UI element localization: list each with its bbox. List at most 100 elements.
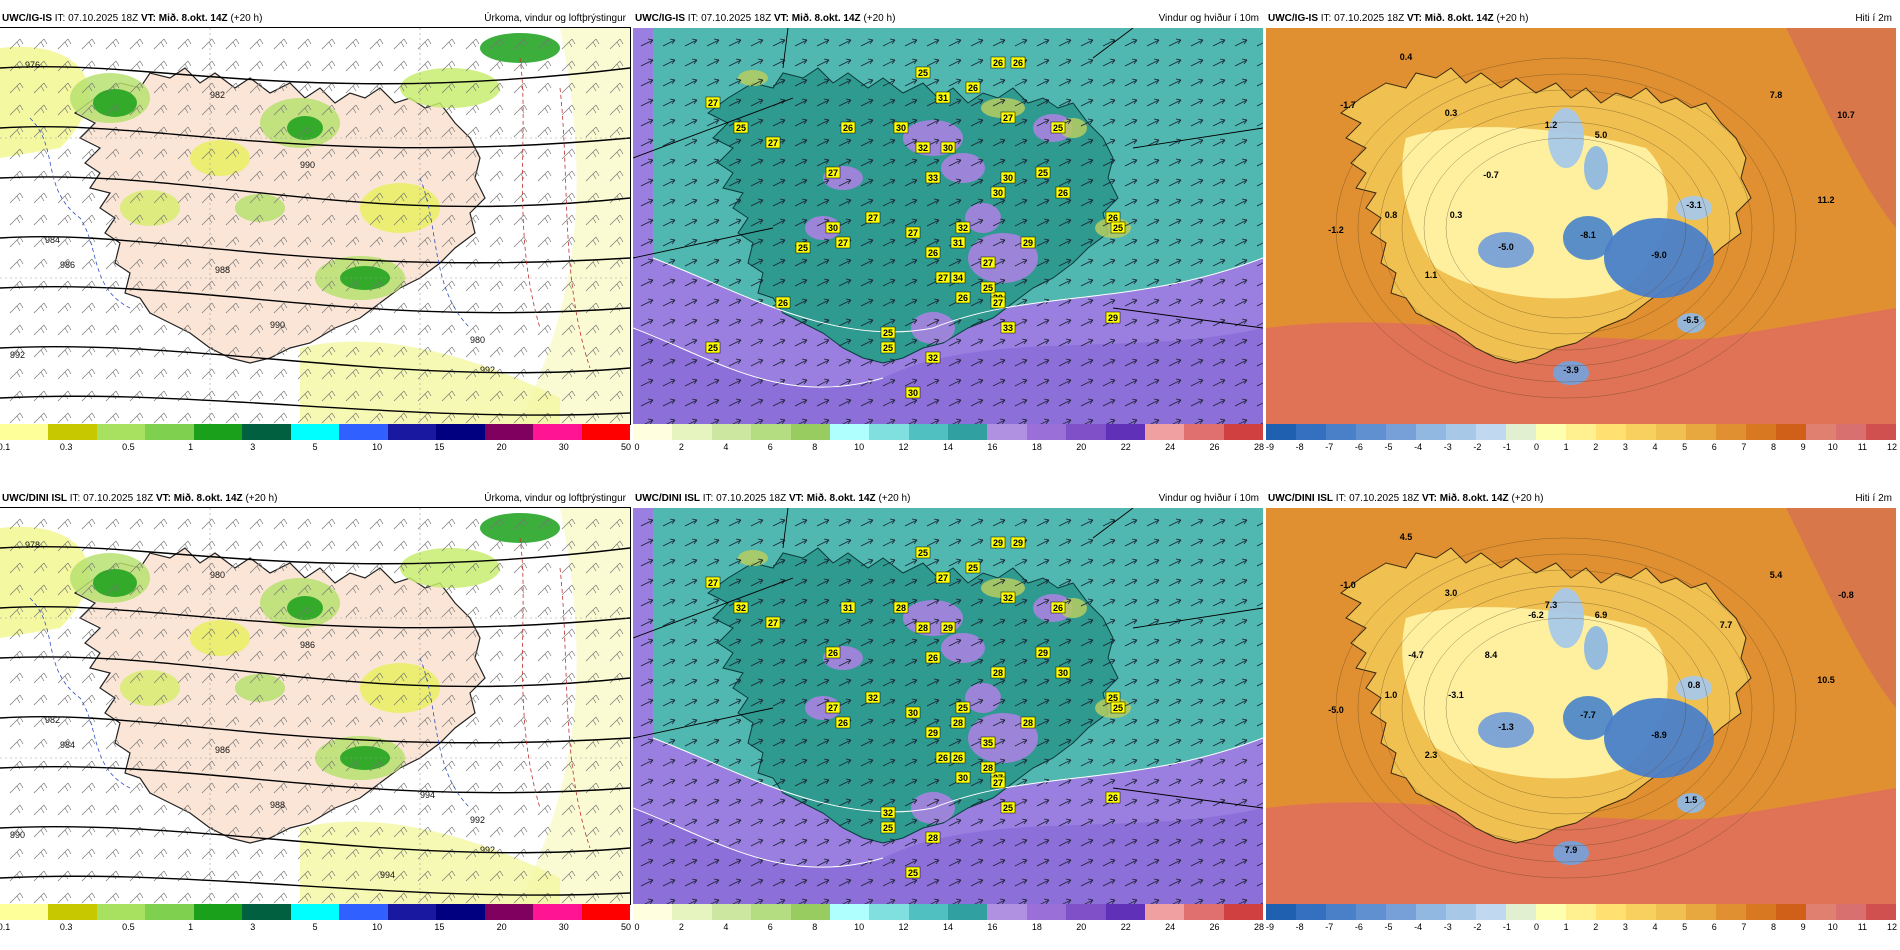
colorbar-cell: [387, 904, 437, 920]
colorbar-cell: [908, 904, 948, 920]
svg-text:28: 28: [896, 603, 906, 613]
colorbar-tick: -4: [1414, 442, 1423, 452]
init-time: 07.10.2025 18Z: [83, 493, 154, 504]
colorbar-ticks: 0 2 4 6 8 10 12 14 16 18 20 22 24 26 28: [633, 922, 1264, 934]
svg-text:27: 27: [768, 138, 778, 148]
svg-text:27: 27: [868, 213, 878, 223]
gust-label: 30: [825, 221, 841, 234]
svg-text:30: 30: [908, 708, 918, 718]
svg-text:26: 26: [958, 293, 968, 303]
isobar-label: 984: [60, 740, 75, 750]
temp-label: 4.5: [1400, 532, 1413, 542]
svg-text:25: 25: [1003, 803, 1013, 813]
isobar-label: 988: [215, 265, 230, 275]
gust-label: 28: [915, 621, 931, 634]
colorbar-cell: [290, 424, 340, 440]
gust-label: 32: [955, 221, 971, 234]
svg-text:32: 32: [883, 808, 893, 818]
isobar-label: 986: [60, 260, 75, 270]
colorbar-tick: 26: [1209, 922, 1220, 932]
lead-time: (+20 h): [863, 13, 896, 24]
gust-label: 25: [880, 821, 896, 834]
colorbar: [633, 904, 1263, 920]
gust-label: 33: [925, 171, 941, 184]
colorbar-tick: 0.3: [59, 442, 73, 452]
svg-text:30: 30: [908, 388, 918, 398]
colorbar: [0, 904, 631, 920]
colorbar-tick: 10: [854, 442, 865, 452]
colorbar-tick: -3: [1443, 442, 1452, 452]
gust-label: 25: [705, 341, 721, 354]
colorbar-cell: [1656, 904, 1686, 920]
panel-dini-precip: UWC/DINI ISL IT: 07.10.2025 18Z VT: Mið.…: [0, 490, 631, 950]
colorbar-tick: 8: [1771, 442, 1777, 452]
temp-label: 7.7: [1720, 620, 1733, 630]
vt-label: VT:: [1421, 493, 1437, 504]
gust-label: 25: [880, 326, 896, 339]
gust-label: 26: [1105, 211, 1121, 224]
colorbar-tick: 12: [898, 922, 909, 932]
gust-label: 30: [955, 771, 971, 784]
colorbar-cell: [533, 424, 582, 440]
colorbar-tick: -7: [1325, 922, 1334, 932]
gust-label: 29: [925, 726, 941, 739]
colorbar-cell: [1356, 904, 1386, 920]
colorbar-cell: [1066, 424, 1106, 440]
lead-time: (+20 h): [878, 493, 911, 504]
colorbar-cell: [987, 904, 1027, 920]
colorbar-cell: [0, 424, 49, 440]
svg-text:27: 27: [838, 238, 848, 248]
colorbar-tick: 2: [1593, 922, 1599, 932]
colorbar-cell: [436, 904, 485, 920]
gust-label: 27: [865, 211, 881, 224]
colorbar-cell: [1476, 904, 1506, 920]
temp-label: 2.3: [1425, 750, 1438, 760]
colorbar-tick: 22: [1120, 922, 1131, 932]
colorbar-cell: [672, 904, 712, 920]
gust-label: 25: [795, 241, 811, 254]
gust-label: 27: [825, 701, 841, 714]
svg-text:29: 29: [1108, 313, 1118, 323]
valid-time: Mið. 8.okt. 14Z: [791, 13, 861, 24]
svg-text:25: 25: [883, 328, 893, 338]
colorbar-cell: [1446, 424, 1476, 440]
gust-label: 26: [925, 651, 941, 664]
colorbar-cell: [790, 424, 830, 440]
colorbar-tick: -3: [1443, 922, 1452, 932]
colorbar-tick: 4: [1652, 922, 1658, 932]
colorbar-tick: 16: [987, 442, 998, 452]
colorbar-cell: [96, 904, 146, 920]
gust-label: 26: [990, 56, 1006, 69]
gust-label: 32: [925, 351, 941, 364]
svg-text:26: 26: [1108, 793, 1118, 803]
panel-header: UWC/IG-IS IT: 07.10.2025 18Z VT: Mið. 8.…: [0, 10, 630, 28]
colorbar-tick: -2: [1473, 922, 1482, 932]
gust-label: 27: [1000, 111, 1016, 124]
colorbar-tick: 0.1: [0, 442, 11, 452]
colorbar-tick: 20: [1076, 922, 1087, 932]
colorbar-tick: 10: [1827, 442, 1838, 452]
gust-label: 25: [1110, 701, 1126, 714]
gust-label: 30: [1055, 666, 1071, 679]
gust-label: 31: [935, 91, 951, 104]
panel-title: Hiti í 2m: [1855, 493, 1892, 504]
temp-label: 1.1: [1425, 270, 1438, 280]
colorbar-tick: 30: [558, 922, 569, 932]
gust-label: 30: [893, 121, 909, 134]
gust-label: 25: [733, 121, 749, 134]
colorbar-cell: [1476, 424, 1506, 440]
gust-label: 25: [1110, 221, 1126, 234]
svg-text:29: 29: [943, 623, 953, 633]
svg-text:27: 27: [708, 578, 718, 588]
svg-text:25: 25: [983, 283, 993, 293]
colorbar-tick: 10: [1827, 922, 1838, 932]
panel-title: Úrkoma, vindur og loftþrýstingur: [484, 493, 626, 504]
svg-text:26: 26: [1108, 213, 1118, 223]
colorbar-cell: [869, 904, 909, 920]
temp-label: -3.1: [1686, 200, 1702, 210]
svg-text:26: 26: [968, 83, 978, 93]
isobar-label: 982: [210, 90, 225, 100]
gust-label: 26: [840, 121, 856, 134]
